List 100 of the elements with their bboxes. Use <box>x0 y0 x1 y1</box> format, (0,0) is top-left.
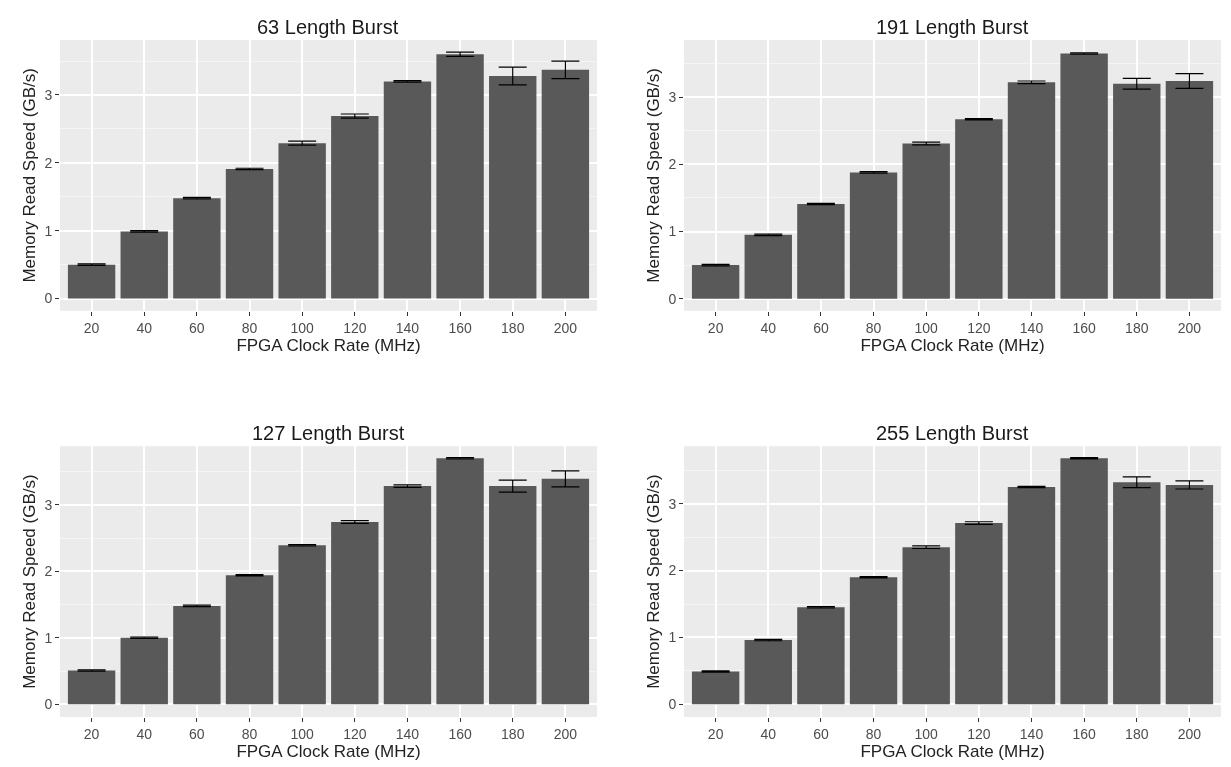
x-tick-label: 60 <box>189 725 205 742</box>
bar <box>120 231 168 299</box>
x-tick-label: 60 <box>189 319 205 336</box>
bar <box>744 640 792 705</box>
bar <box>955 523 1003 705</box>
x-tick-label: 120 <box>343 725 367 742</box>
bar <box>849 577 898 705</box>
y-tick-label: 2 <box>668 156 677 173</box>
x-tick-label: 100 <box>290 725 315 742</box>
y-axis-title: Memory Read Speed (GB/s) <box>19 474 39 689</box>
x-tick-label: 80 <box>865 319 882 336</box>
bar <box>744 234 792 299</box>
bar <box>1060 53 1108 299</box>
bar <box>225 168 274 299</box>
y-tick-label: 1 <box>668 223 677 240</box>
bar <box>278 143 326 299</box>
bar <box>173 198 221 299</box>
x-tick-label: 160 <box>448 319 472 336</box>
x-tick-label: 100 <box>290 319 315 336</box>
x-tick-label: 80 <box>241 725 258 742</box>
x-tick-label: 200 <box>1177 319 1202 336</box>
y-tick-label: 3 <box>668 495 677 512</box>
x-tick-label: 80 <box>241 319 258 336</box>
y-tick-label: 1 <box>44 222 53 239</box>
bar <box>489 486 537 705</box>
bar <box>1165 484 1214 705</box>
x-axis-title: FPGA Clock Rate (MHz) <box>860 742 1045 762</box>
x-tick-label: 120 <box>967 319 991 336</box>
bar <box>67 264 116 299</box>
bar <box>436 54 484 299</box>
bar <box>1165 80 1214 299</box>
x-tick-label: 20 <box>83 319 100 336</box>
bar <box>797 607 845 705</box>
chart-title: 191 Length Burst <box>876 16 1029 38</box>
x-tick-label: 100 <box>914 319 939 336</box>
x-tick-label: 140 <box>1019 725 1044 742</box>
x-tick-label: 120 <box>967 725 991 742</box>
x-tick-label: 100 <box>914 725 939 742</box>
bar <box>489 75 537 299</box>
y-tick-label: 2 <box>668 562 677 579</box>
y-tick-label: 3 <box>668 89 677 106</box>
x-tick-label: 20 <box>83 725 100 742</box>
y-tick-label: 3 <box>44 86 53 103</box>
bar <box>902 143 950 299</box>
bar <box>225 575 274 705</box>
bar <box>173 605 221 705</box>
x-tick-label: 160 <box>1072 319 1097 336</box>
x-tick-label: 200 <box>553 725 578 742</box>
x-tick-label: 140 <box>395 725 420 742</box>
bar <box>1060 458 1108 705</box>
x-tick-label: 40 <box>760 725 777 742</box>
y-axis-title: Memory Read Speed (GB/s) <box>643 474 663 689</box>
y-axis-title: Memory Read Speed (GB/s) <box>19 68 39 283</box>
chart-title: 63 Length Burst <box>257 16 399 38</box>
y-axis-title: Memory Read Speed (GB/s) <box>643 68 663 283</box>
x-tick-label: 20 <box>707 319 724 336</box>
x-tick-label: 200 <box>1177 725 1202 742</box>
x-tick-label: 140 <box>1019 319 1044 336</box>
bar <box>383 486 432 705</box>
bar <box>1113 482 1161 705</box>
x-tick-label: 180 <box>501 725 525 742</box>
bar <box>331 116 379 299</box>
x-tick-label: 160 <box>1072 725 1097 742</box>
x-tick-label: 140 <box>395 319 420 336</box>
y-tick-label: 0 <box>668 696 677 713</box>
bar <box>691 671 740 705</box>
bar <box>1007 82 1056 299</box>
bar <box>691 265 740 299</box>
x-tick-label: 200 <box>553 319 578 336</box>
bar <box>1113 83 1161 299</box>
y-tick-label: 0 <box>668 290 677 307</box>
bar <box>383 81 432 299</box>
x-tick-label: 180 <box>1125 725 1149 742</box>
bar <box>797 203 845 299</box>
x-tick-label: 160 <box>448 725 472 742</box>
y-tick-label: 1 <box>44 629 53 646</box>
y-tick-label: 2 <box>44 563 53 580</box>
x-tick-label: 60 <box>813 725 829 742</box>
bar <box>902 547 950 705</box>
bar <box>1007 486 1056 705</box>
bar <box>120 637 168 705</box>
bar <box>278 545 326 705</box>
x-axis-title: FPGA Clock Rate (MHz) <box>236 742 421 762</box>
x-tick-label: 20 <box>707 725 724 742</box>
bar <box>67 670 116 705</box>
x-tick-label: 40 <box>760 319 777 336</box>
y-tick-label: 0 <box>44 696 53 713</box>
x-tick-label: 180 <box>501 319 525 336</box>
bar <box>436 458 484 705</box>
y-tick-label: 1 <box>668 629 677 646</box>
y-tick-label: 0 <box>44 290 53 307</box>
x-axis-title: FPGA Clock Rate (MHz) <box>860 336 1045 355</box>
bar <box>849 172 898 299</box>
x-tick-label: 40 <box>136 725 153 742</box>
chart-title: 255 Length Burst <box>876 422 1029 444</box>
chart-title: 127 Length Burst <box>252 422 405 444</box>
bar <box>541 69 590 299</box>
x-tick-label: 40 <box>136 319 153 336</box>
bar <box>331 522 379 705</box>
x-axis-title: FPGA Clock Rate (MHz) <box>236 336 421 355</box>
